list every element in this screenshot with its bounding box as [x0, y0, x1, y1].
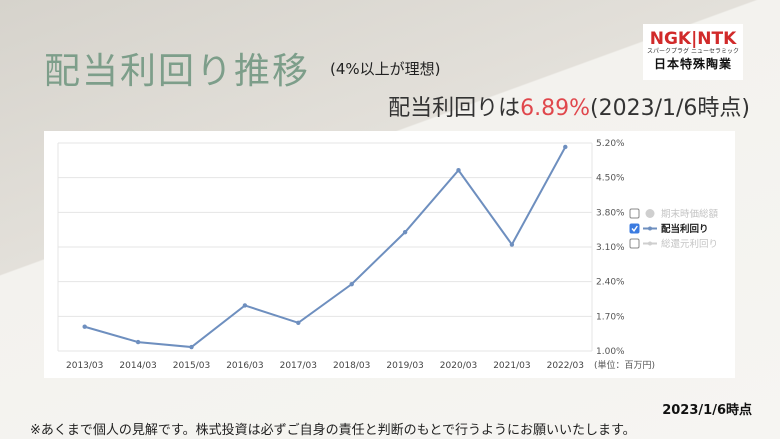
data-point	[82, 324, 87, 329]
x-tick-label: 2022/03	[547, 361, 584, 371]
legend-checkbox[interactable]	[629, 223, 640, 234]
x-tick-label: 2015/03	[173, 361, 210, 371]
legend-marker-icon	[648, 241, 652, 246]
disclaimer: ※あくまで個人の見解です。株式投資は必ずご自身の責任と判断のもとで行うようにお願…	[30, 423, 636, 438]
x-tick-label: 2021/03	[493, 361, 530, 371]
data-point	[402, 229, 408, 235]
legend-checkbox[interactable]	[629, 238, 640, 249]
data-point	[296, 320, 301, 325]
y-tick-label: 2.40%	[596, 278, 625, 288]
data-point	[563, 144, 568, 150]
company-logo: NGK|NTK スパークプラグ ニューセラミック 日本特殊陶業	[643, 24, 743, 80]
data-point	[135, 339, 141, 345]
data-point	[189, 344, 194, 350]
y-tick-label: 5.20%	[596, 139, 625, 149]
page-subtitle: (4%以上が理想)	[330, 60, 441, 78]
dividend-yield-chart: 1.00% 1.70% 2.40% 3.10% 3.80% 4.50% 5.20% 2013/…	[57, 139, 719, 371]
x-tick-label: 2019/03	[386, 361, 423, 371]
headline-prefix: 配当利回りは	[388, 96, 521, 121]
data-point	[509, 242, 515, 247]
data-point	[349, 281, 354, 287]
y-tick-label: 1.00%	[596, 347, 625, 357]
legend-checkbox[interactable]	[629, 208, 640, 219]
y-tick-label: 1.70%	[596, 312, 625, 322]
x-tick-label: 2014/03	[119, 361, 156, 371]
legend-marker-icon	[648, 226, 652, 231]
chart-panel: 1.00% 1.70% 2.40% 3.10% 3.80% 4.50% 5.20% 2013/…	[44, 131, 735, 378]
y-tick-label: 3.10%	[596, 243, 625, 253]
unit-label: (単位：百万円)	[594, 359, 655, 371]
yield-headline: 配当利回りは6.89%(2023/1/6時点)	[388, 90, 750, 122]
x-tick-label: 2020/03	[440, 361, 477, 371]
x-tick-label: 2018/03	[333, 361, 370, 371]
x-tick-label: 2016/03	[226, 361, 263, 371]
date-note: 2023/1/6時点	[662, 403, 752, 418]
y-tick-label: 4.50%	[596, 174, 625, 184]
series-line	[84, 146, 567, 349]
checkmark-icon	[631, 225, 638, 232]
page-title: 配当利回り推移	[44, 51, 311, 92]
legend-label[interactable]: 期末時価総額	[661, 208, 719, 220]
headline-value: 6.89%	[520, 96, 591, 121]
headline-suffix: (2023/1/6時点)	[590, 96, 750, 121]
data-point	[456, 168, 461, 173]
x-tick-label: 2017/03	[280, 361, 317, 371]
x-tick-label: 2013/03	[66, 361, 103, 371]
logo-brand: NGK|NTK	[649, 29, 737, 49]
logo-name: 日本特殊陶業	[653, 57, 732, 71]
legend-label[interactable]: 総還元利回り	[661, 238, 718, 250]
y-tick-label: 3.80%	[596, 208, 625, 218]
legend-marker-icon	[645, 209, 655, 218]
data-point	[242, 303, 248, 308]
legend-label[interactable]: 配当利回り	[661, 223, 709, 235]
logo-sub: スパークプラグ ニューセラミック	[647, 48, 739, 55]
